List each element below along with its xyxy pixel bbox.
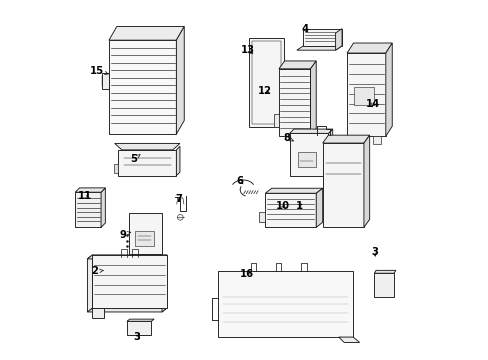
- Bar: [102, 73, 109, 89]
- Ellipse shape: [259, 319, 264, 323]
- Text: 2: 2: [91, 266, 103, 276]
- Polygon shape: [176, 27, 184, 134]
- Bar: [297, 152, 316, 167]
- Ellipse shape: [338, 181, 347, 188]
- Bar: [248, 38, 284, 127]
- Bar: [92, 308, 104, 318]
- Bar: [278, 69, 310, 136]
- Bar: [322, 143, 363, 227]
- Polygon shape: [162, 255, 167, 312]
- Bar: [351, 136, 359, 144]
- Bar: [217, 271, 352, 337]
- Text: 6: 6: [236, 176, 243, 186]
- Text: 12: 12: [258, 86, 272, 96]
- Bar: [109, 40, 176, 134]
- Text: 11: 11: [78, 191, 92, 201]
- Polygon shape: [289, 129, 332, 134]
- Ellipse shape: [337, 319, 343, 323]
- Text: 5: 5: [130, 154, 140, 164]
- Bar: [373, 273, 393, 297]
- Bar: [289, 134, 328, 176]
- Polygon shape: [75, 188, 105, 192]
- Polygon shape: [126, 319, 154, 321]
- Polygon shape: [87, 308, 167, 312]
- Polygon shape: [278, 61, 316, 69]
- Polygon shape: [87, 255, 92, 312]
- Bar: [135, 230, 154, 246]
- Ellipse shape: [320, 319, 325, 323]
- Bar: [372, 136, 380, 144]
- Polygon shape: [118, 150, 176, 176]
- Circle shape: [177, 215, 183, 220]
- Bar: [273, 114, 278, 127]
- Text: 3: 3: [370, 247, 377, 257]
- Text: 8: 8: [283, 133, 293, 143]
- Bar: [75, 192, 101, 227]
- Bar: [258, 212, 265, 222]
- Text: 14: 14: [365, 99, 379, 109]
- Polygon shape: [328, 129, 332, 176]
- Polygon shape: [385, 43, 391, 136]
- Bar: [114, 164, 118, 173]
- Polygon shape: [316, 188, 322, 227]
- Polygon shape: [87, 255, 167, 259]
- Bar: [346, 53, 385, 136]
- Polygon shape: [296, 46, 341, 50]
- Ellipse shape: [291, 319, 296, 323]
- Polygon shape: [310, 61, 316, 136]
- Text: 16: 16: [240, 269, 254, 279]
- Text: 1: 1: [295, 201, 302, 211]
- Text: 3: 3: [133, 332, 140, 342]
- Text: 15: 15: [89, 66, 108, 76]
- Polygon shape: [346, 43, 391, 53]
- Polygon shape: [265, 188, 322, 193]
- Bar: [129, 213, 162, 253]
- Polygon shape: [335, 29, 341, 50]
- Text: 9: 9: [120, 230, 130, 239]
- Bar: [353, 87, 373, 105]
- Polygon shape: [322, 135, 369, 143]
- Polygon shape: [101, 188, 105, 227]
- Bar: [92, 255, 167, 308]
- Polygon shape: [176, 146, 180, 176]
- Polygon shape: [363, 135, 369, 227]
- Text: 13: 13: [240, 45, 254, 55]
- Text: 7: 7: [175, 194, 183, 204]
- Bar: [126, 321, 151, 335]
- Text: 10: 10: [276, 201, 290, 211]
- Bar: [265, 193, 316, 227]
- Bar: [251, 41, 281, 124]
- Ellipse shape: [226, 319, 231, 323]
- Polygon shape: [109, 27, 184, 40]
- Polygon shape: [338, 337, 359, 342]
- Polygon shape: [373, 270, 395, 273]
- Text: 4: 4: [301, 24, 307, 34]
- Polygon shape: [303, 29, 341, 46]
- Polygon shape: [115, 143, 180, 150]
